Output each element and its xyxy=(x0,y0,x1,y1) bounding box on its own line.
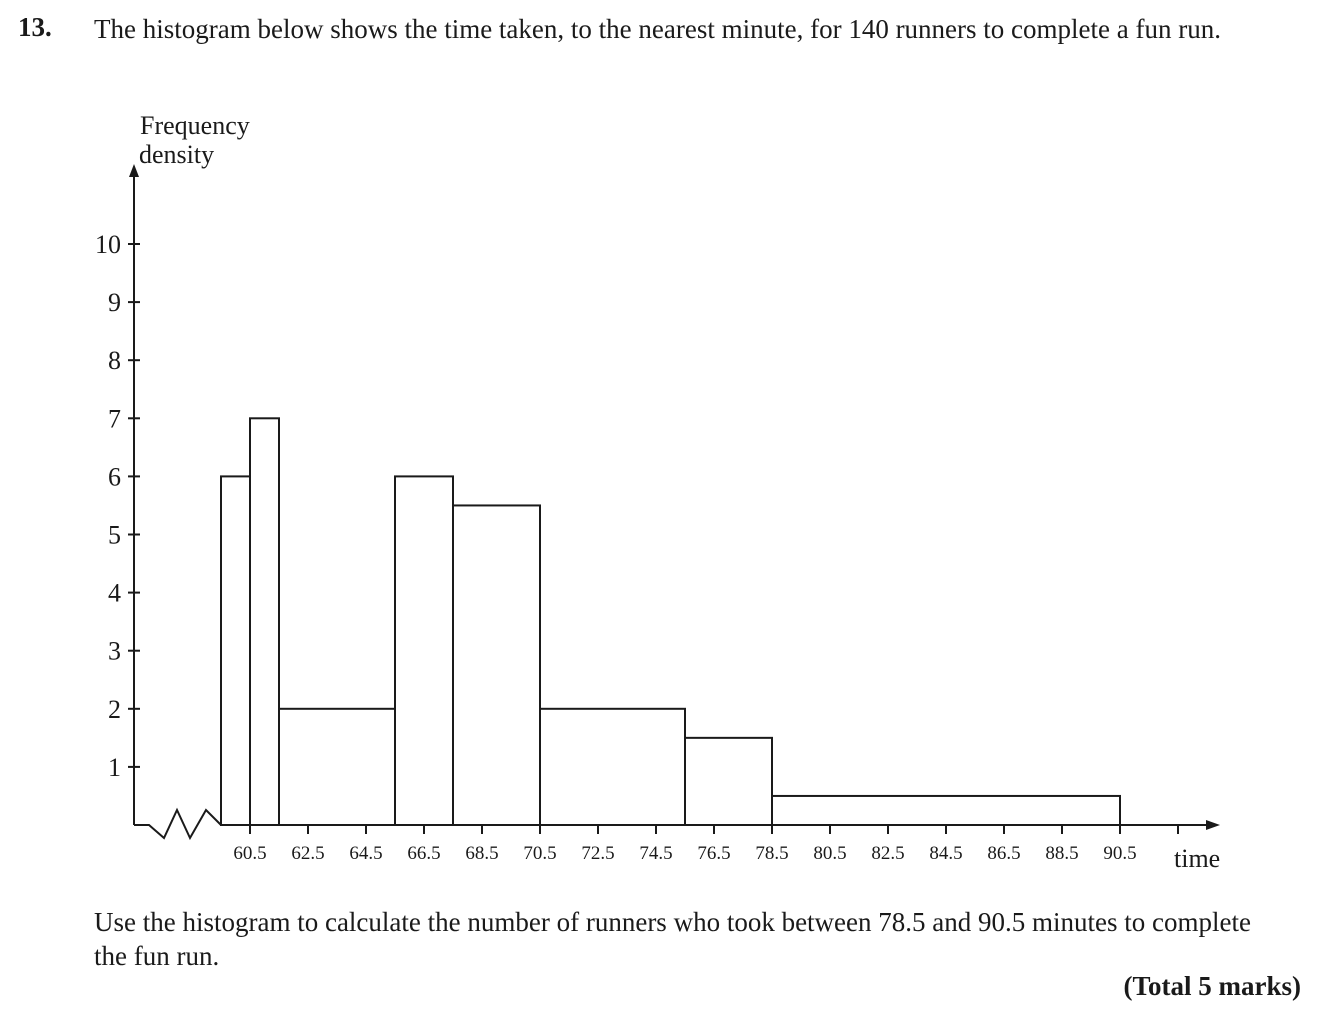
histogram-bar-7 xyxy=(684,736,773,826)
x-tick-label: 88.5 xyxy=(1045,843,1078,864)
y-tick-label: 7 xyxy=(108,404,121,433)
x-tick-label: 64.5 xyxy=(349,843,382,864)
histogram-chart: 1 2 3 4 5 6 7 8 9 10 60.5 62.5 64.5 66.5 68.5 70.5 72.5… xyxy=(95,111,1220,873)
x-tick-label: 62.5 xyxy=(291,843,324,864)
y-tick-label: 4 xyxy=(108,579,121,608)
y-tick-label: 6 xyxy=(108,462,121,491)
x-tick-label: 66.5 xyxy=(407,843,440,864)
y-tick-label: 3 xyxy=(108,637,121,666)
y-axis-arrow xyxy=(129,164,139,177)
x-axis-arrow xyxy=(1206,820,1220,830)
question-text: The histogram below shows the time taken… xyxy=(94,14,1221,44)
y-tick-label: 5 xyxy=(108,521,121,550)
total-marks: (Total 5 marks) xyxy=(1123,971,1301,1001)
x-tick-label: 60.5 xyxy=(233,843,266,864)
y-tick-label: 2 xyxy=(108,695,121,724)
x-tick-label: 84.5 xyxy=(929,843,962,864)
x-tick-label: 86.5 xyxy=(987,843,1020,864)
x-axis-break xyxy=(134,807,222,841)
y-tick-label: 1 xyxy=(108,753,121,782)
histogram-bar-8 xyxy=(771,794,1121,827)
x-tick-label: 72.5 xyxy=(581,843,614,864)
x-tick-label: 80.5 xyxy=(813,843,846,864)
x-tick-label: 82.5 xyxy=(871,843,904,864)
histogram-bar-2 xyxy=(249,417,280,826)
x-tick-label: 74.5 xyxy=(639,843,672,864)
y-axis-label-line1: Frequency xyxy=(140,111,250,140)
histogram-bar-3 xyxy=(278,707,396,826)
question-ask: Use the histogram to calculate the numbe… xyxy=(94,907,1251,971)
x-tick-label: 68.5 xyxy=(465,843,498,864)
histogram-bar-4 xyxy=(394,475,454,826)
x-tick-label: 76.5 xyxy=(697,843,730,864)
x-tick-label: 70.5 xyxy=(523,843,556,864)
x-tick-label: 90.5 xyxy=(1103,843,1136,864)
y-tick-label: 10 xyxy=(95,230,121,259)
y-axis-label-line2: density xyxy=(139,140,214,169)
y-tick-label: 9 xyxy=(108,288,121,317)
y-tick-label: 8 xyxy=(108,346,121,375)
histogram-bar-5 xyxy=(452,504,541,826)
x-tick-label: 78.5 xyxy=(755,843,788,864)
question-number: 13. xyxy=(18,12,52,42)
x-axis-label: time xyxy=(1174,844,1220,873)
histogram-bar-1 xyxy=(220,475,251,826)
histogram-bar-6 xyxy=(539,707,686,826)
